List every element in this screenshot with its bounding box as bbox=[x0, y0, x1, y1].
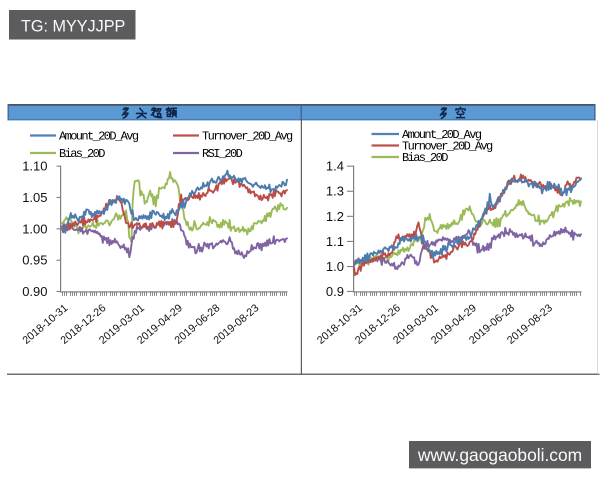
svg-text:1.3: 1.3 bbox=[326, 184, 344, 199]
svg-text:1.1: 1.1 bbox=[326, 234, 344, 249]
svg-text:1.2: 1.2 bbox=[326, 209, 344, 224]
svg-text:0.90: 0.90 bbox=[22, 284, 47, 299]
svg-text:1.0: 1.0 bbox=[326, 259, 344, 274]
svg-text:1.05: 1.05 bbox=[22, 190, 47, 205]
svg-text:Amount_20D_Avg: Amount_20D_Avg bbox=[402, 128, 482, 142]
svg-text:0.95: 0.95 bbox=[22, 253, 47, 268]
svg-text:1.4: 1.4 bbox=[326, 159, 344, 174]
svg-text:Amount_20D_Avg: Amount_20D_Avg bbox=[59, 130, 139, 144]
svg-text:Bias_20D: Bias_20D bbox=[402, 151, 448, 165]
svg-text:www.gaogaoboli.com: www.gaogaoboli.com bbox=[417, 445, 582, 465]
svg-text:Turnover_20D_Avg: Turnover_20D_Avg bbox=[202, 130, 293, 144]
svg-text:Turnover_20D_Avg: Turnover_20D_Avg bbox=[402, 140, 493, 154]
svg-text:0.9: 0.9 bbox=[326, 284, 344, 299]
svg-text:TG: MYYJJPP: TG: MYYJJPP bbox=[21, 18, 125, 36]
svg-text:Bias_20D: Bias_20D bbox=[59, 147, 105, 161]
svg-text:1.10: 1.10 bbox=[22, 159, 47, 174]
svg-text:1.00: 1.00 bbox=[22, 221, 47, 236]
svg-text:RSI_20D: RSI_20D bbox=[202, 147, 243, 161]
